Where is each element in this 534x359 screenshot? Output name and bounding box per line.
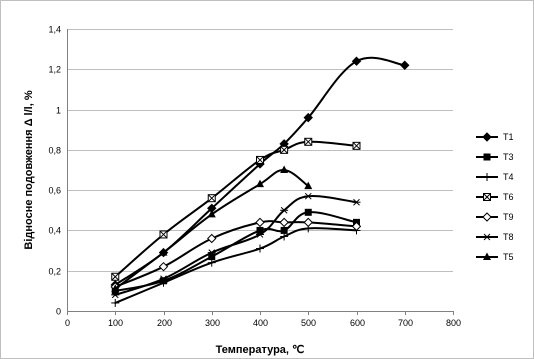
- data-point-t4: [111, 298, 120, 307]
- data-point-t6: [352, 141, 361, 150]
- x-tick-label: 700: [398, 318, 413, 328]
- data-point-t5: [111, 284, 120, 292]
- x-tick-label: 800: [446, 318, 461, 328]
- legend-label-t4: T4: [503, 172, 514, 182]
- data-point-t9: [303, 217, 313, 228]
- data-point-t5: [159, 248, 168, 256]
- data-point-t4: [207, 258, 216, 267]
- data-point-t5: [256, 179, 264, 188]
- x-tick-label: 400: [253, 318, 268, 328]
- x-tick-label: 200: [157, 318, 172, 328]
- data-point-t8: [159, 275, 168, 283]
- series-t8: [111, 192, 361, 299]
- legend-item-t3: T3: [476, 152, 514, 162]
- legend-item-t5: T5: [476, 252, 514, 262]
- data-point-t5: [280, 165, 289, 173]
- data-point-t6: [256, 155, 264, 164]
- series-t6: [111, 137, 361, 281]
- legend-marker-t8: [483, 233, 491, 241]
- data-point-t8: [304, 192, 313, 200]
- y-tick-label: 0,4: [48, 226, 61, 236]
- data-point-t5: [304, 181, 313, 190]
- data-point-t4: [280, 232, 289, 241]
- data-point-t9: [255, 217, 265, 228]
- data-point-t6: [159, 230, 168, 239]
- x-tick-label: 500: [301, 318, 316, 328]
- data-point-t9: [158, 261, 169, 272]
- legend-marker-t1: [482, 132, 492, 142]
- legend-label-t5: T5: [503, 252, 514, 262]
- x-tick-label: 600: [350, 318, 365, 328]
- data-point-t8: [256, 231, 264, 238]
- y-tick-label: 1,2: [48, 65, 61, 75]
- legend-item-t6: T6: [476, 192, 514, 202]
- data-point-t1: [400, 60, 410, 70]
- data-point-t8: [280, 206, 289, 214]
- data-point-t8: [352, 198, 361, 206]
- legend: T1 T3 T4 T6 T9 T8 T5: [476, 132, 514, 262]
- legend-label-t1: T1: [503, 132, 514, 142]
- data-point-t6: [111, 272, 120, 281]
- legend-item-t8: T8: [476, 232, 514, 242]
- series-t9: [110, 217, 362, 292]
- series-t5: [111, 165, 313, 292]
- legend-label-t3: T3: [503, 152, 514, 162]
- legend-label-t6: T6: [503, 192, 514, 202]
- legend-marker-t6: [483, 193, 491, 201]
- series-group: [110, 56, 410, 307]
- legend-marker-t3: [483, 153, 491, 161]
- y-tick-label: 0,2: [48, 267, 61, 277]
- y-tick-label: 1,4: [48, 25, 61, 35]
- data-point-t1: [303, 112, 313, 123]
- data-point-t3: [208, 253, 216, 261]
- x-tick-labels: 0 100 200 300 400 500 600 700 800: [65, 318, 461, 328]
- data-point-t9: [207, 233, 217, 244]
- data-point-t4: [159, 278, 168, 287]
- legend-label-t8: T8: [503, 232, 514, 242]
- y-axis-label: Відносне подовження Δ l/l, %: [23, 90, 35, 249]
- x-tick-label: 100: [108, 318, 123, 328]
- data-point-t8: [111, 291, 120, 299]
- legend-marker-t9: [482, 212, 492, 222]
- data-point-t6: [280, 145, 289, 154]
- y-tick-label: 1: [56, 106, 61, 116]
- y-tick-labels: 0 0,2 0,4 0,6 0,8 1 1,2 1,4: [48, 25, 61, 317]
- data-point-t4: [256, 244, 264, 253]
- data-point-t9: [351, 221, 362, 232]
- legend-item-t4: T4: [476, 172, 514, 182]
- data-point-t6: [304, 137, 313, 146]
- data-point-t3: [256, 226, 264, 234]
- data-point-t1: [351, 56, 362, 66]
- data-point-t5: [207, 209, 216, 218]
- data-point-t9: [279, 217, 289, 228]
- data-point-t3: [280, 226, 288, 234]
- legend-label-t9: T9: [503, 212, 514, 222]
- data-point-t6: [207, 194, 216, 203]
- x-axis-label: Температура, ℃: [216, 344, 305, 356]
- legend-marker-t5: [483, 252, 491, 260]
- x-tick-label: 300: [205, 318, 220, 328]
- y-tick-label: 0,6: [48, 186, 61, 196]
- legend-marker-t4: [483, 173, 491, 181]
- axes: [67, 29, 454, 315]
- data-point-t3: [304, 208, 312, 216]
- series-t4: [111, 224, 361, 307]
- legend-item-t9: T9: [476, 212, 514, 222]
- x-tick-label: 0: [65, 318, 70, 328]
- y-tick-label: 0: [56, 307, 61, 317]
- y-tick-label: 0,8: [48, 146, 61, 156]
- legend-item-t1: T1: [476, 132, 514, 142]
- gridlines: [67, 29, 453, 272]
- data-point-t8: [207, 249, 216, 256]
